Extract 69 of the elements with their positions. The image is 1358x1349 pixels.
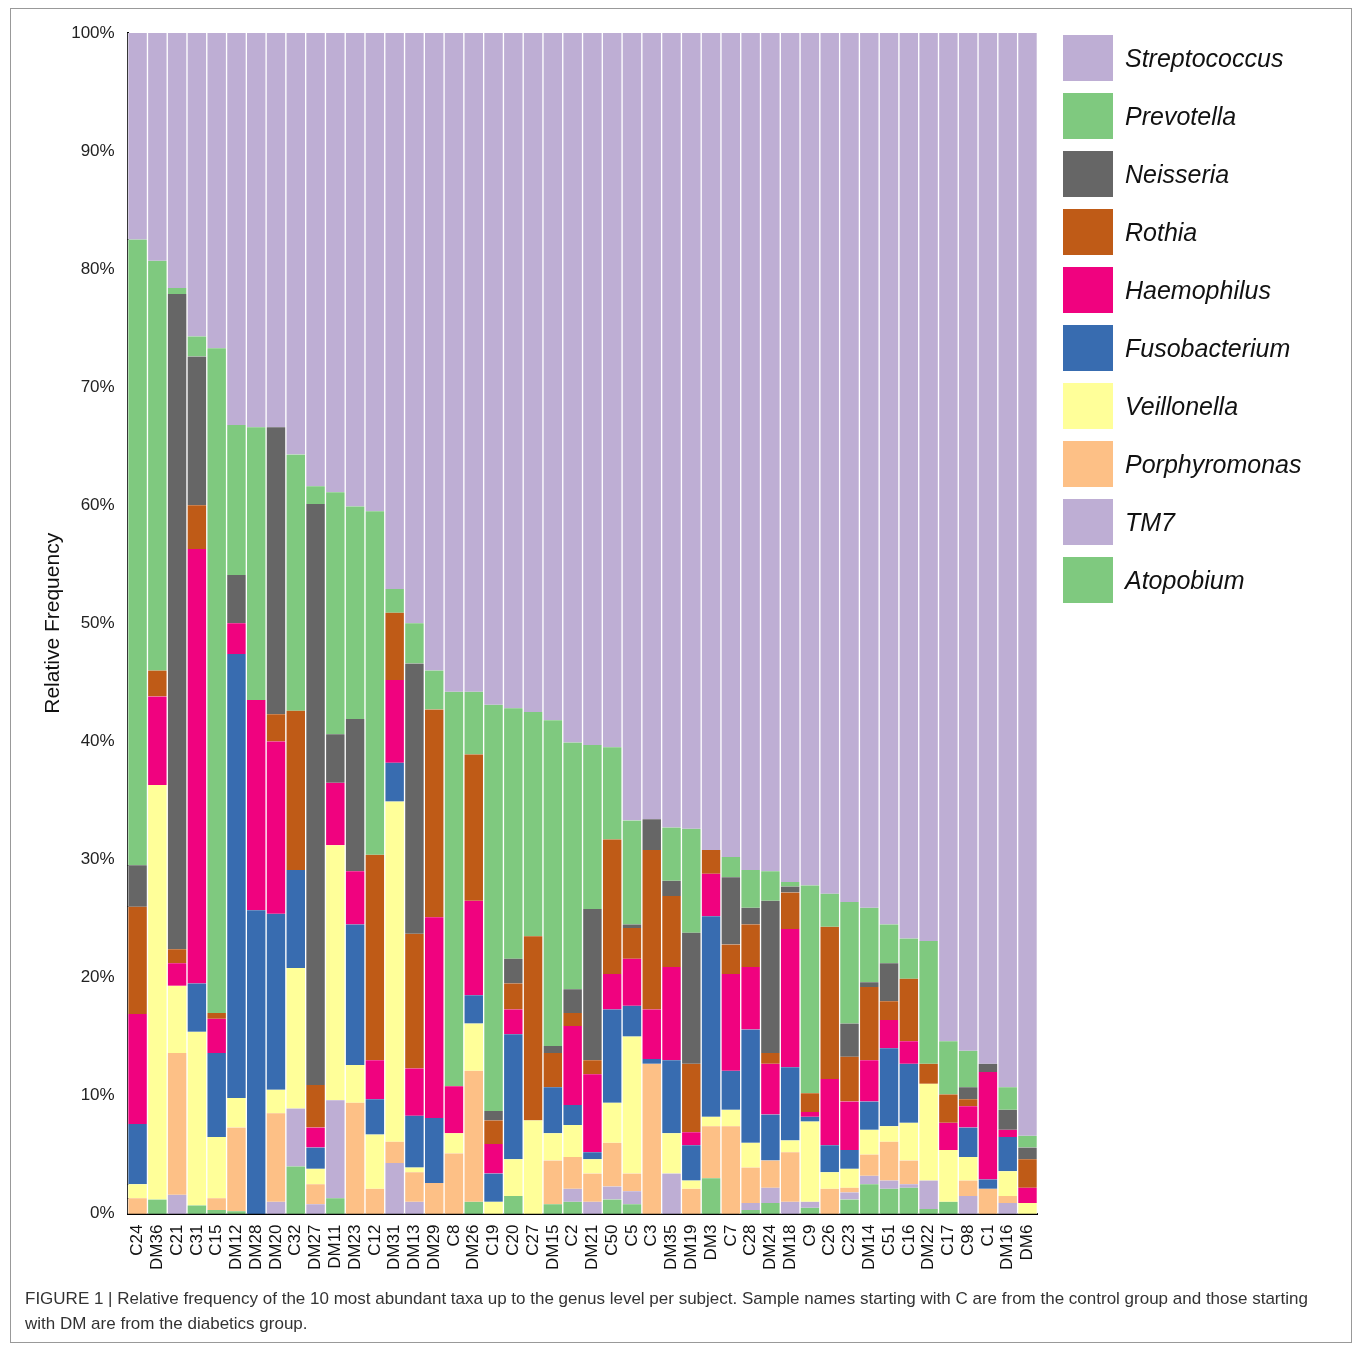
x-tick-label: DM26: [463, 1224, 483, 1271]
y-tick-label: 30%: [80, 849, 115, 869]
y-tick-label: 70%: [80, 376, 115, 396]
y-tick-label: 90%: [80, 140, 115, 160]
x-tick-label: DM36: [147, 1224, 167, 1271]
legend-label: TM7: [1125, 507, 1175, 537]
legend-label: Prevotella: [1125, 101, 1237, 131]
x-tick-label: C31: [186, 1224, 206, 1256]
x-tick-label: DM20: [265, 1224, 285, 1271]
x-tick-label: DM35: [661, 1224, 681, 1271]
x-tick-label: C3: [641, 1224, 661, 1247]
x-tick-label: DM13: [404, 1224, 424, 1271]
x-tick-label: C32: [285, 1224, 305, 1256]
x-tick-label: DM6: [1017, 1224, 1037, 1261]
x-tick-label: C5: [621, 1224, 641, 1247]
x-tick-label: DM23: [344, 1224, 364, 1271]
legend-label: Rothia: [1125, 217, 1198, 247]
legend-label: Streptococcus: [1125, 43, 1284, 73]
caption: FIGURE 1 | Relative frequency of the 10 most abundant taxa up to the genus level per subject. Sample names starting with C are from the control group and those starting with DM are from the diabetics group.: [25, 1288, 1309, 1335]
x-tick-label: C17: [938, 1224, 958, 1256]
x-tick-label: C51: [878, 1224, 898, 1256]
y-tick-label: 0%: [90, 1203, 115, 1223]
x-tick-label: DM28: [245, 1224, 265, 1271]
x-tick-label: DM27: [305, 1224, 325, 1271]
y-tick-label: 10%: [80, 1085, 115, 1105]
y-tick-label: 80%: [80, 258, 115, 278]
x-tick-label: C16: [898, 1224, 918, 1256]
legend-label: Veillonella: [1125, 391, 1239, 421]
x-tick-label: DM24: [760, 1224, 780, 1271]
x-tick-label: DM22: [918, 1224, 938, 1271]
x-tick-label: DM15: [542, 1224, 562, 1271]
x-tick-label: C9: [799, 1224, 819, 1247]
x-tick-label: DM19: [680, 1224, 700, 1271]
legend-label: Neisseria: [1125, 159, 1230, 189]
x-tick-label: C12: [364, 1224, 384, 1256]
x-tick-label: C26: [819, 1224, 839, 1256]
x-tick-label: DM18: [779, 1224, 799, 1271]
x-tick-label: DM21: [582, 1224, 602, 1271]
y-tick-label: 60%: [80, 494, 115, 514]
x-tick-label: C8: [443, 1224, 463, 1247]
x-tick-label: C19: [483, 1224, 503, 1256]
x-tick-label: C27: [522, 1224, 542, 1256]
x-tick-label: C1: [977, 1224, 997, 1247]
x-tick-label: C7: [720, 1224, 740, 1247]
y-tick-label: 50%: [80, 613, 115, 633]
x-tick-label: DM3: [700, 1224, 720, 1261]
x-tick-label: C20: [503, 1224, 522, 1256]
x-tick-label: DM11: [325, 1224, 345, 1269]
legend-label: Porphyromonas: [1125, 449, 1302, 479]
y-axis-title: Relative Frequency: [40, 532, 64, 714]
x-tick-label: C15: [206, 1224, 226, 1256]
x-tick-label: DM31: [384, 1224, 404, 1271]
x-tick-label: C50: [601, 1224, 621, 1256]
legend-label: Haemophilus: [1125, 275, 1271, 305]
x-tick-label: C2: [562, 1224, 582, 1247]
x-tick-label: C98: [957, 1224, 977, 1256]
x-tick-label: C28: [740, 1224, 760, 1256]
y-tick-label: 20%: [80, 967, 115, 987]
legend-label: Atopobium: [1125, 565, 1245, 595]
y-tick-label: 100%: [71, 22, 115, 42]
x-tick-label: C24: [127, 1224, 147, 1256]
x-tick-label: DM29: [423, 1224, 443, 1271]
x-tick-label: DM16: [997, 1224, 1017, 1271]
x-tick-label: C21: [166, 1224, 186, 1256]
y-tick-label: 40%: [80, 731, 115, 751]
x-tick-label: C23: [839, 1224, 859, 1256]
x-tick-label: DM14: [858, 1224, 878, 1271]
x-tick-label: DM12: [226, 1224, 246, 1271]
legend-label: Fusobacterium: [1125, 333, 1291, 363]
